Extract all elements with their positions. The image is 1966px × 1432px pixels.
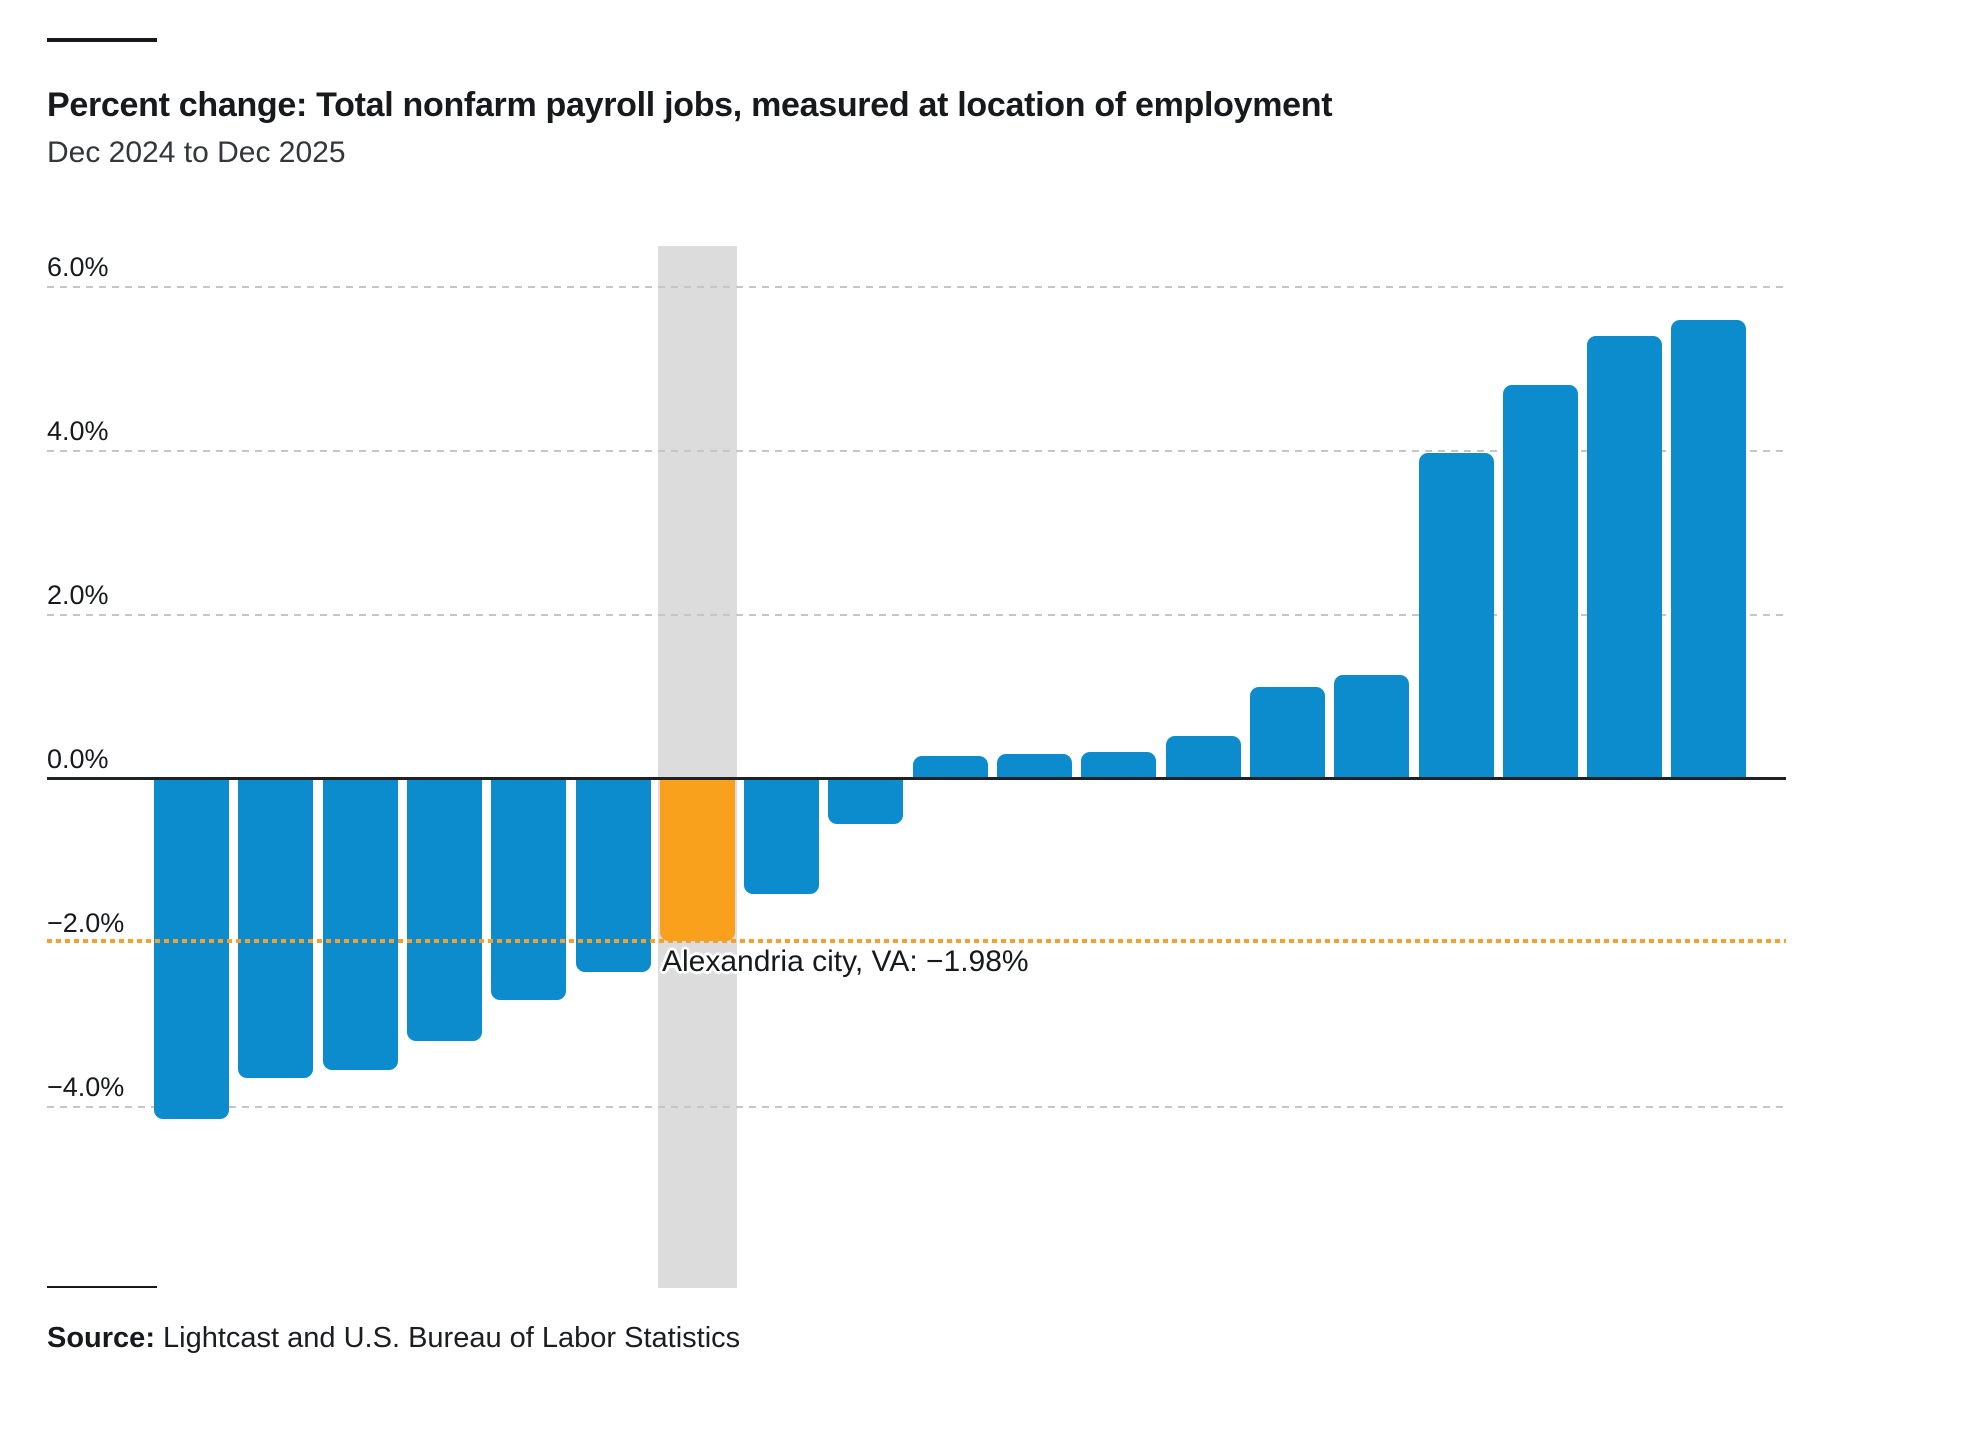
y-tick-label: 0.0% (47, 744, 109, 774)
bar[interactable] (406, 779, 482, 1042)
source-note: Source: Lightcast and U.S. Bureau of Lab… (47, 1322, 1747, 1355)
bar[interactable] (1081, 751, 1157, 779)
y-tick-label: 2.0% (47, 580, 109, 610)
gridline (47, 614, 1786, 616)
y-tick-label: −4.0% (47, 1072, 125, 1102)
highlight-annotation: Alexandria city, VA: −1.98% (662, 945, 1029, 978)
gridline (47, 450, 1786, 452)
reference-line (47, 939, 1786, 943)
bar[interactable] (1587, 336, 1663, 779)
highlight-band (658, 246, 737, 1288)
bar[interactable] (1334, 674, 1410, 779)
bar[interactable] (491, 779, 567, 1001)
bar[interactable] (1502, 385, 1578, 779)
zero-axis-line (47, 777, 1786, 780)
bar[interactable] (828, 779, 904, 825)
bottom-rule (47, 1286, 157, 1288)
bar[interactable] (1418, 452, 1494, 779)
gridline (47, 286, 1786, 288)
y-tick-label: 4.0% (47, 416, 109, 446)
chart-title: Percent change: Total nonfarm payroll jo… (47, 86, 1333, 124)
bar[interactable] (1671, 319, 1747, 779)
y-tick-label: 6.0% (47, 252, 109, 282)
bar[interactable] (154, 779, 229, 1120)
source-text: Lightcast and U.S. Bureau of Labor Stati… (154, 1322, 741, 1354)
bar[interactable] (1249, 687, 1325, 779)
bar[interactable] (322, 779, 398, 1071)
top-rule (47, 38, 157, 42)
bar[interactable] (912, 756, 988, 779)
gridline (47, 1106, 1786, 1108)
source-prefix: Source: (47, 1322, 155, 1354)
bar[interactable] (1165, 736, 1241, 779)
highlighted-bar[interactable] (659, 779, 735, 942)
bar[interactable] (238, 779, 314, 1079)
chart-subtitle: Dec 2024 to Dec 2025 (47, 136, 346, 169)
bar[interactable] (744, 779, 820, 894)
y-tick-label: −2.0% (47, 908, 125, 938)
bar[interactable] (997, 754, 1072, 779)
